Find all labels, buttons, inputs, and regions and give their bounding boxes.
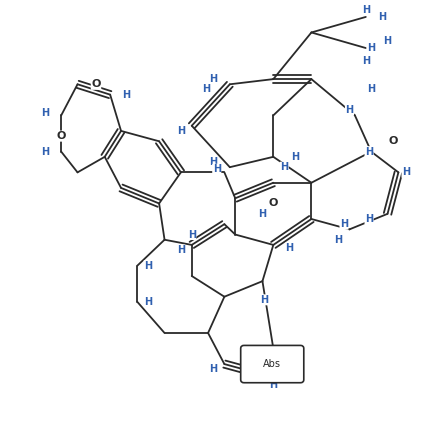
Text: H: H <box>41 108 49 118</box>
Text: H: H <box>364 214 372 224</box>
Text: H: H <box>383 36 391 46</box>
Text: H: H <box>209 364 217 374</box>
Text: H: H <box>144 261 152 271</box>
Text: H: H <box>269 380 277 390</box>
Text: H: H <box>401 167 409 177</box>
Text: H: H <box>144 297 152 307</box>
Text: H: H <box>176 126 184 136</box>
Text: H: H <box>361 5 369 15</box>
FancyBboxPatch shape <box>240 346 303 383</box>
Text: H: H <box>339 219 347 229</box>
Text: O: O <box>56 131 66 141</box>
Text: H: H <box>364 147 372 157</box>
Text: H: H <box>187 230 196 240</box>
Text: O: O <box>387 136 397 146</box>
Text: H: H <box>41 147 49 157</box>
Text: H: H <box>209 74 217 84</box>
Text: H: H <box>291 152 299 162</box>
Text: H: H <box>334 235 342 245</box>
Text: O: O <box>91 79 101 89</box>
Text: H: H <box>176 245 184 255</box>
Text: H: H <box>361 57 369 67</box>
Text: H: H <box>260 295 268 305</box>
Text: H: H <box>122 90 130 100</box>
Text: H: H <box>258 209 266 219</box>
Text: H: H <box>285 243 293 253</box>
Text: H: H <box>366 85 374 95</box>
Text: H: H <box>366 43 374 53</box>
Text: H: H <box>201 85 210 95</box>
Text: H: H <box>209 157 217 167</box>
Text: H: H <box>377 12 385 22</box>
Text: H: H <box>212 164 220 174</box>
Text: H: H <box>345 105 353 115</box>
Text: O: O <box>268 198 277 208</box>
Text: Abs: Abs <box>262 359 281 369</box>
Text: H: H <box>279 162 288 172</box>
